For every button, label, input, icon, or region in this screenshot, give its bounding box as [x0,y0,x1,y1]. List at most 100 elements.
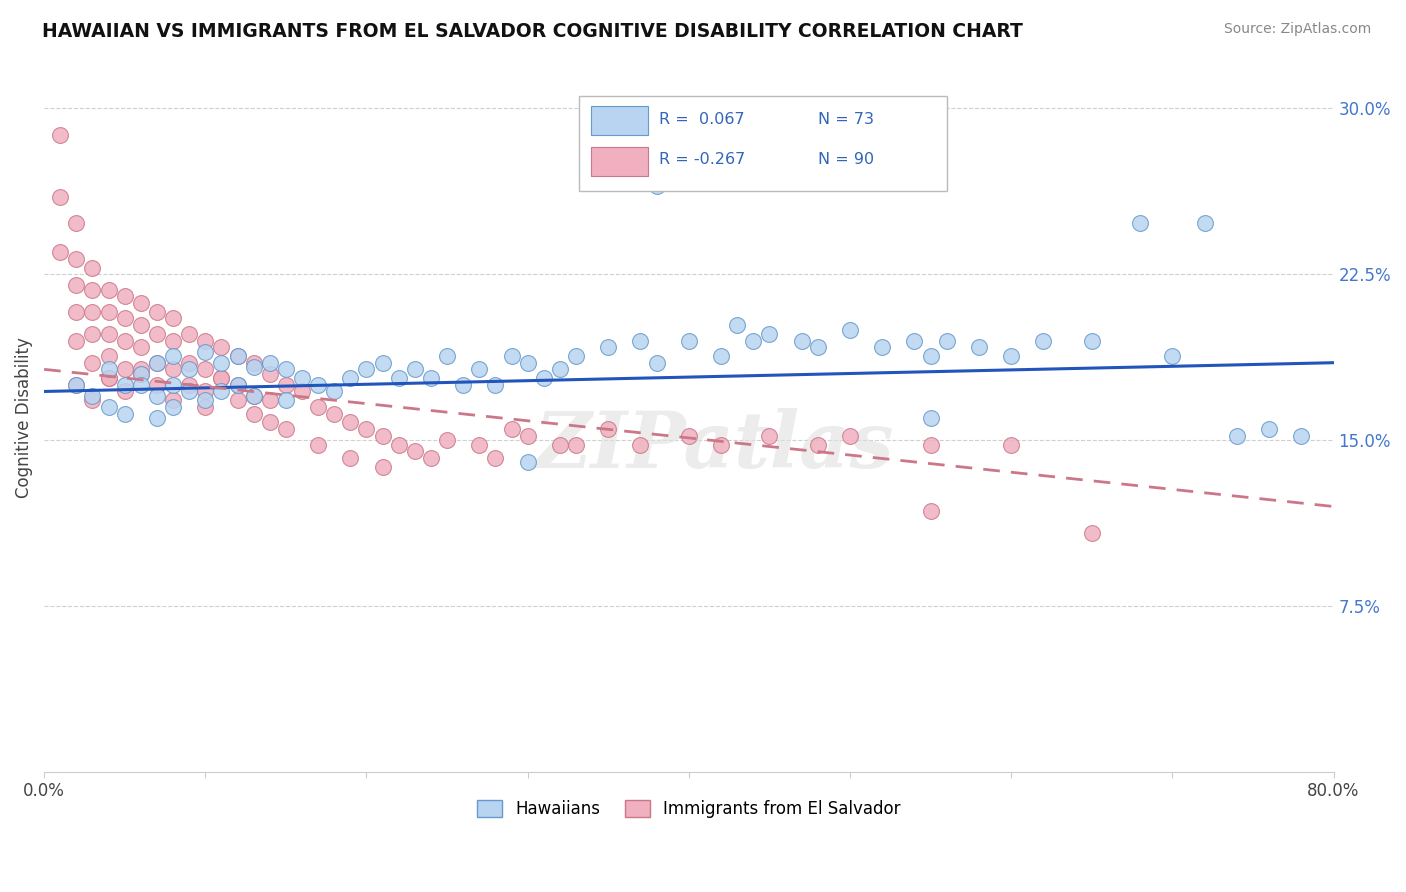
Point [97,371,120,385]
Point [436,349,458,363]
Point [179,362,201,376]
Point [259,367,281,381]
Point [516,356,538,370]
Point [226,349,249,363]
Point [598,340,620,354]
Point [82,356,104,370]
Point [114,377,136,392]
Point [242,360,264,375]
Point [630,437,652,451]
Text: N = 73: N = 73 [818,112,873,127]
Point [404,444,426,458]
Point [194,384,217,399]
Point [484,450,506,465]
Point [565,437,588,451]
Point [82,283,104,297]
FancyBboxPatch shape [591,147,648,176]
Point [209,371,232,385]
Point [259,416,281,430]
Point [162,311,184,326]
Point [468,437,491,451]
Point [339,450,361,465]
Point [179,356,201,370]
Point [209,371,232,385]
Point [146,356,169,370]
Point [114,289,136,303]
Point [565,349,588,363]
Point [129,377,152,392]
Point [758,326,780,341]
Point [807,437,830,451]
Point [242,389,264,403]
Point [758,428,780,442]
Point [114,334,136,348]
Point [967,340,990,354]
Point [82,260,104,275]
Point [419,450,441,465]
Point [129,340,152,354]
Point [645,178,668,193]
Point [404,362,426,376]
Point [82,305,104,319]
Point [1291,428,1313,442]
Point [1161,349,1184,363]
Text: Source: ZipAtlas.com: Source: ZipAtlas.com [1223,22,1371,37]
FancyBboxPatch shape [579,96,946,192]
Point [114,311,136,326]
Point [339,371,361,385]
Point [548,362,571,376]
Point [259,356,281,370]
Point [82,393,104,408]
Point [97,400,120,414]
Point [179,384,201,399]
Point [870,340,893,354]
Point [920,349,942,363]
Point [162,362,184,376]
Point [371,356,394,370]
Point [97,283,120,297]
Point [307,400,329,414]
Point [630,334,652,348]
Point [114,384,136,399]
Point [179,326,201,341]
Point [323,407,346,421]
Point [678,428,700,442]
Legend: Hawaiians, Immigrants from El Salvador: Hawaiians, Immigrants from El Salvador [470,794,907,825]
Point [162,377,184,392]
Point [548,437,571,451]
Point [146,356,169,370]
Point [1129,216,1152,230]
Point [194,400,217,414]
Point [194,334,217,348]
Point [242,389,264,403]
Point [274,393,297,408]
Point [146,326,169,341]
Point [1000,437,1022,451]
Point [356,422,378,436]
Point [1194,216,1216,230]
Point [307,377,329,392]
Point [516,428,538,442]
Point [920,437,942,451]
Point [484,377,506,392]
Point [162,400,184,414]
Point [129,296,152,310]
Point [129,367,152,381]
Point [903,334,925,348]
Point [839,322,862,336]
Point [226,377,249,392]
Point [920,411,942,425]
Point [371,459,394,474]
Point [678,334,700,348]
Point [194,344,217,359]
Point [935,334,957,348]
Point [371,428,394,442]
Point [129,362,152,376]
Point [146,389,169,403]
Text: R =  0.067: R = 0.067 [659,112,745,127]
Point [162,334,184,348]
Point [419,371,441,385]
Point [1226,428,1249,442]
Point [1000,349,1022,363]
Point [97,362,120,376]
